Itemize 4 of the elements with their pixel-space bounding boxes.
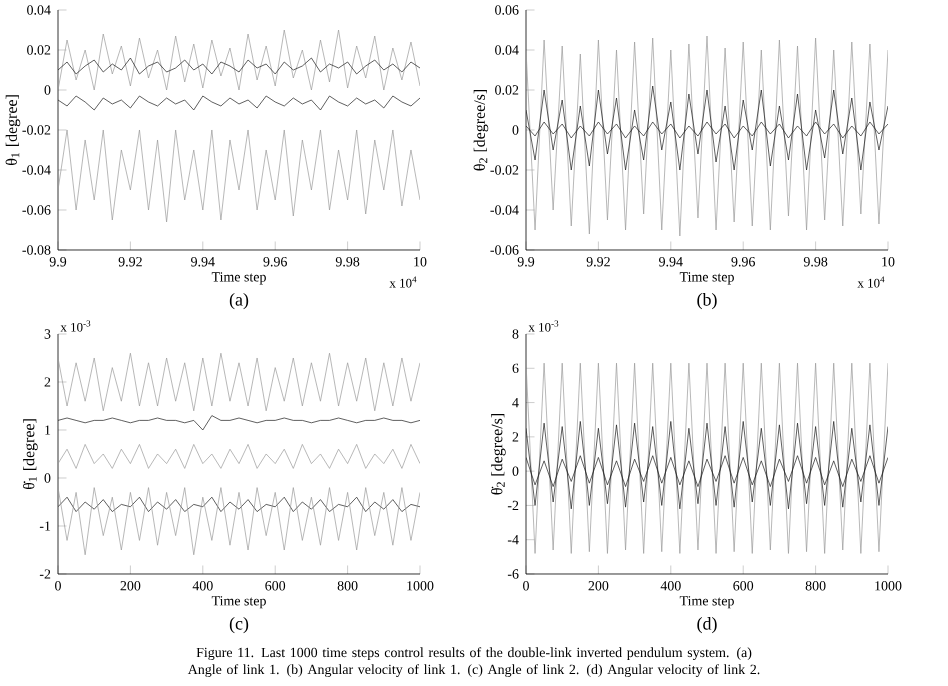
text: (c) <box>229 617 249 634</box>
text: (a) <box>229 293 249 310</box>
text: (d) <box>697 617 717 634</box>
text: (b) <box>697 293 717 310</box>
